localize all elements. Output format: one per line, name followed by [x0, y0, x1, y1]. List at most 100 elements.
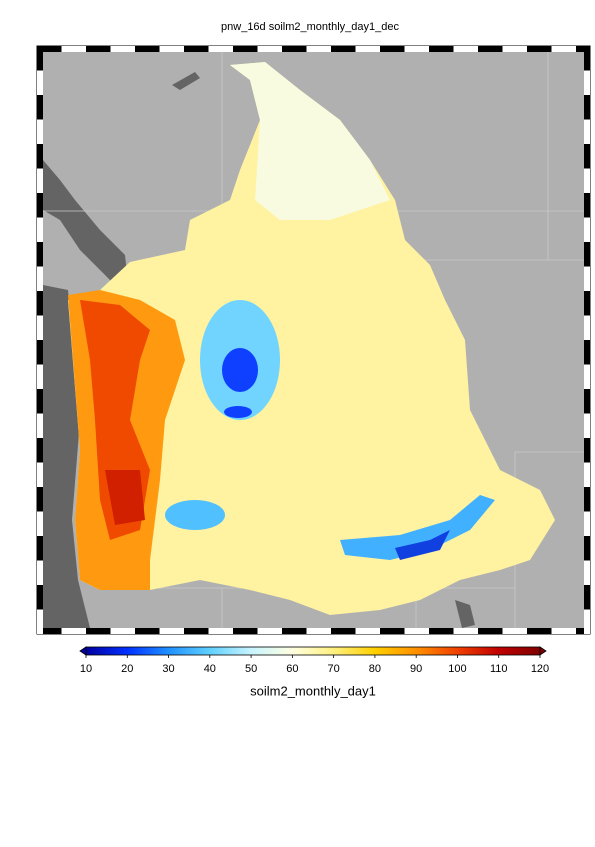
frame-block — [502, 628, 527, 634]
frame-block — [37, 389, 43, 414]
frame-block — [37, 487, 43, 512]
frame-block — [135, 628, 160, 634]
frame-block — [37, 315, 43, 340]
frame-block — [584, 291, 590, 316]
colorbar-tick-label: 10 — [80, 663, 92, 675]
frame-block — [110, 46, 135, 52]
frame-block — [37, 46, 62, 52]
frame-block — [584, 144, 590, 169]
colorbar-tick-label: 20 — [121, 663, 133, 675]
frame-block — [37, 242, 43, 267]
basin-north — [230, 62, 390, 220]
frame-block — [584, 609, 590, 634]
frame-block — [380, 628, 405, 634]
frame-block — [584, 585, 590, 610]
colorbar-tick-label: 90 — [410, 663, 422, 675]
frame-block — [404, 628, 429, 634]
wet-core — [105, 470, 145, 525]
frame-block — [453, 46, 478, 52]
frame-block — [478, 628, 503, 634]
frame-block — [584, 193, 590, 218]
frame-block — [584, 95, 590, 120]
frame-block — [61, 628, 86, 634]
frame-block — [551, 46, 576, 52]
frame-block — [37, 585, 43, 610]
frame-block — [282, 46, 307, 52]
frame-block — [584, 438, 590, 463]
frame-block — [306, 46, 331, 52]
colorbar-arrow-high — [539, 646, 547, 656]
frame-block — [233, 628, 258, 634]
frame-block — [86, 46, 111, 52]
frame-block — [429, 628, 454, 634]
basin — [68, 62, 555, 615]
map-title: pnw_16d soilm2_monthly_day1_dec — [221, 21, 399, 33]
frame-block — [159, 46, 184, 52]
frame-block — [37, 413, 43, 438]
frame-block — [257, 628, 282, 634]
frame-block — [37, 291, 43, 316]
frame-block — [37, 144, 43, 169]
map-area — [43, 52, 584, 628]
colorbar-tick-label: 110 — [490, 663, 508, 675]
frame-block — [37, 438, 43, 463]
frame-block — [584, 315, 590, 340]
colorbar-fill — [85, 646, 541, 656]
frame-block — [584, 70, 590, 95]
frame-block — [584, 266, 590, 291]
frame-block — [355, 628, 380, 634]
frame-block — [37, 609, 43, 634]
frame-block — [37, 536, 43, 561]
frame-block — [37, 217, 43, 242]
frame-block — [37, 95, 43, 120]
frame-block — [282, 628, 307, 634]
frame-block — [380, 46, 405, 52]
dry-patch — [340, 495, 495, 560]
frame-block — [584, 511, 590, 536]
colorbar-arrow-low — [79, 646, 87, 656]
frame-block — [478, 46, 503, 52]
frame-block — [453, 628, 478, 634]
colorbar: 10 20 30 40 50 60 70 80 90 100 110 120 — [79, 646, 549, 675]
frame-block — [184, 628, 209, 634]
frame-block — [584, 242, 590, 267]
frame-block — [584, 389, 590, 414]
frame-block — [576, 628, 590, 634]
frame-block — [584, 364, 590, 389]
frame-block — [584, 413, 590, 438]
frame-block — [429, 46, 454, 52]
frame-block — [37, 119, 43, 144]
dry-patch — [395, 530, 450, 560]
colorbar-tick-label: 60 — [286, 663, 298, 675]
frame-block — [584, 119, 590, 144]
frame-block — [306, 628, 331, 634]
frame-block — [331, 46, 356, 52]
dry-patch — [224, 406, 252, 418]
frame-block — [584, 487, 590, 512]
colorbar-tick-label: 70 — [328, 663, 340, 675]
frame-block — [37, 340, 43, 365]
frame-block — [110, 628, 135, 634]
lake — [455, 600, 475, 628]
dry-patch — [165, 500, 225, 530]
frame-block — [37, 511, 43, 536]
frame-block — [37, 364, 43, 389]
frame-block — [37, 168, 43, 193]
frame-block — [233, 46, 258, 52]
frame-block — [527, 628, 552, 634]
frame-block — [584, 340, 590, 365]
frame-block — [551, 628, 576, 634]
frame-block — [61, 46, 86, 52]
frame-block — [37, 560, 43, 585]
frame-block — [331, 628, 356, 634]
frame-block — [584, 560, 590, 585]
frame-block — [86, 628, 111, 634]
colorbar-tick-label: 120 — [531, 663, 549, 675]
frame-block — [37, 266, 43, 291]
colorbar-tick-label: 30 — [162, 663, 174, 675]
dry-patch — [222, 348, 258, 392]
frame-block — [208, 628, 233, 634]
ocean — [43, 285, 90, 628]
frame-block — [37, 628, 62, 634]
